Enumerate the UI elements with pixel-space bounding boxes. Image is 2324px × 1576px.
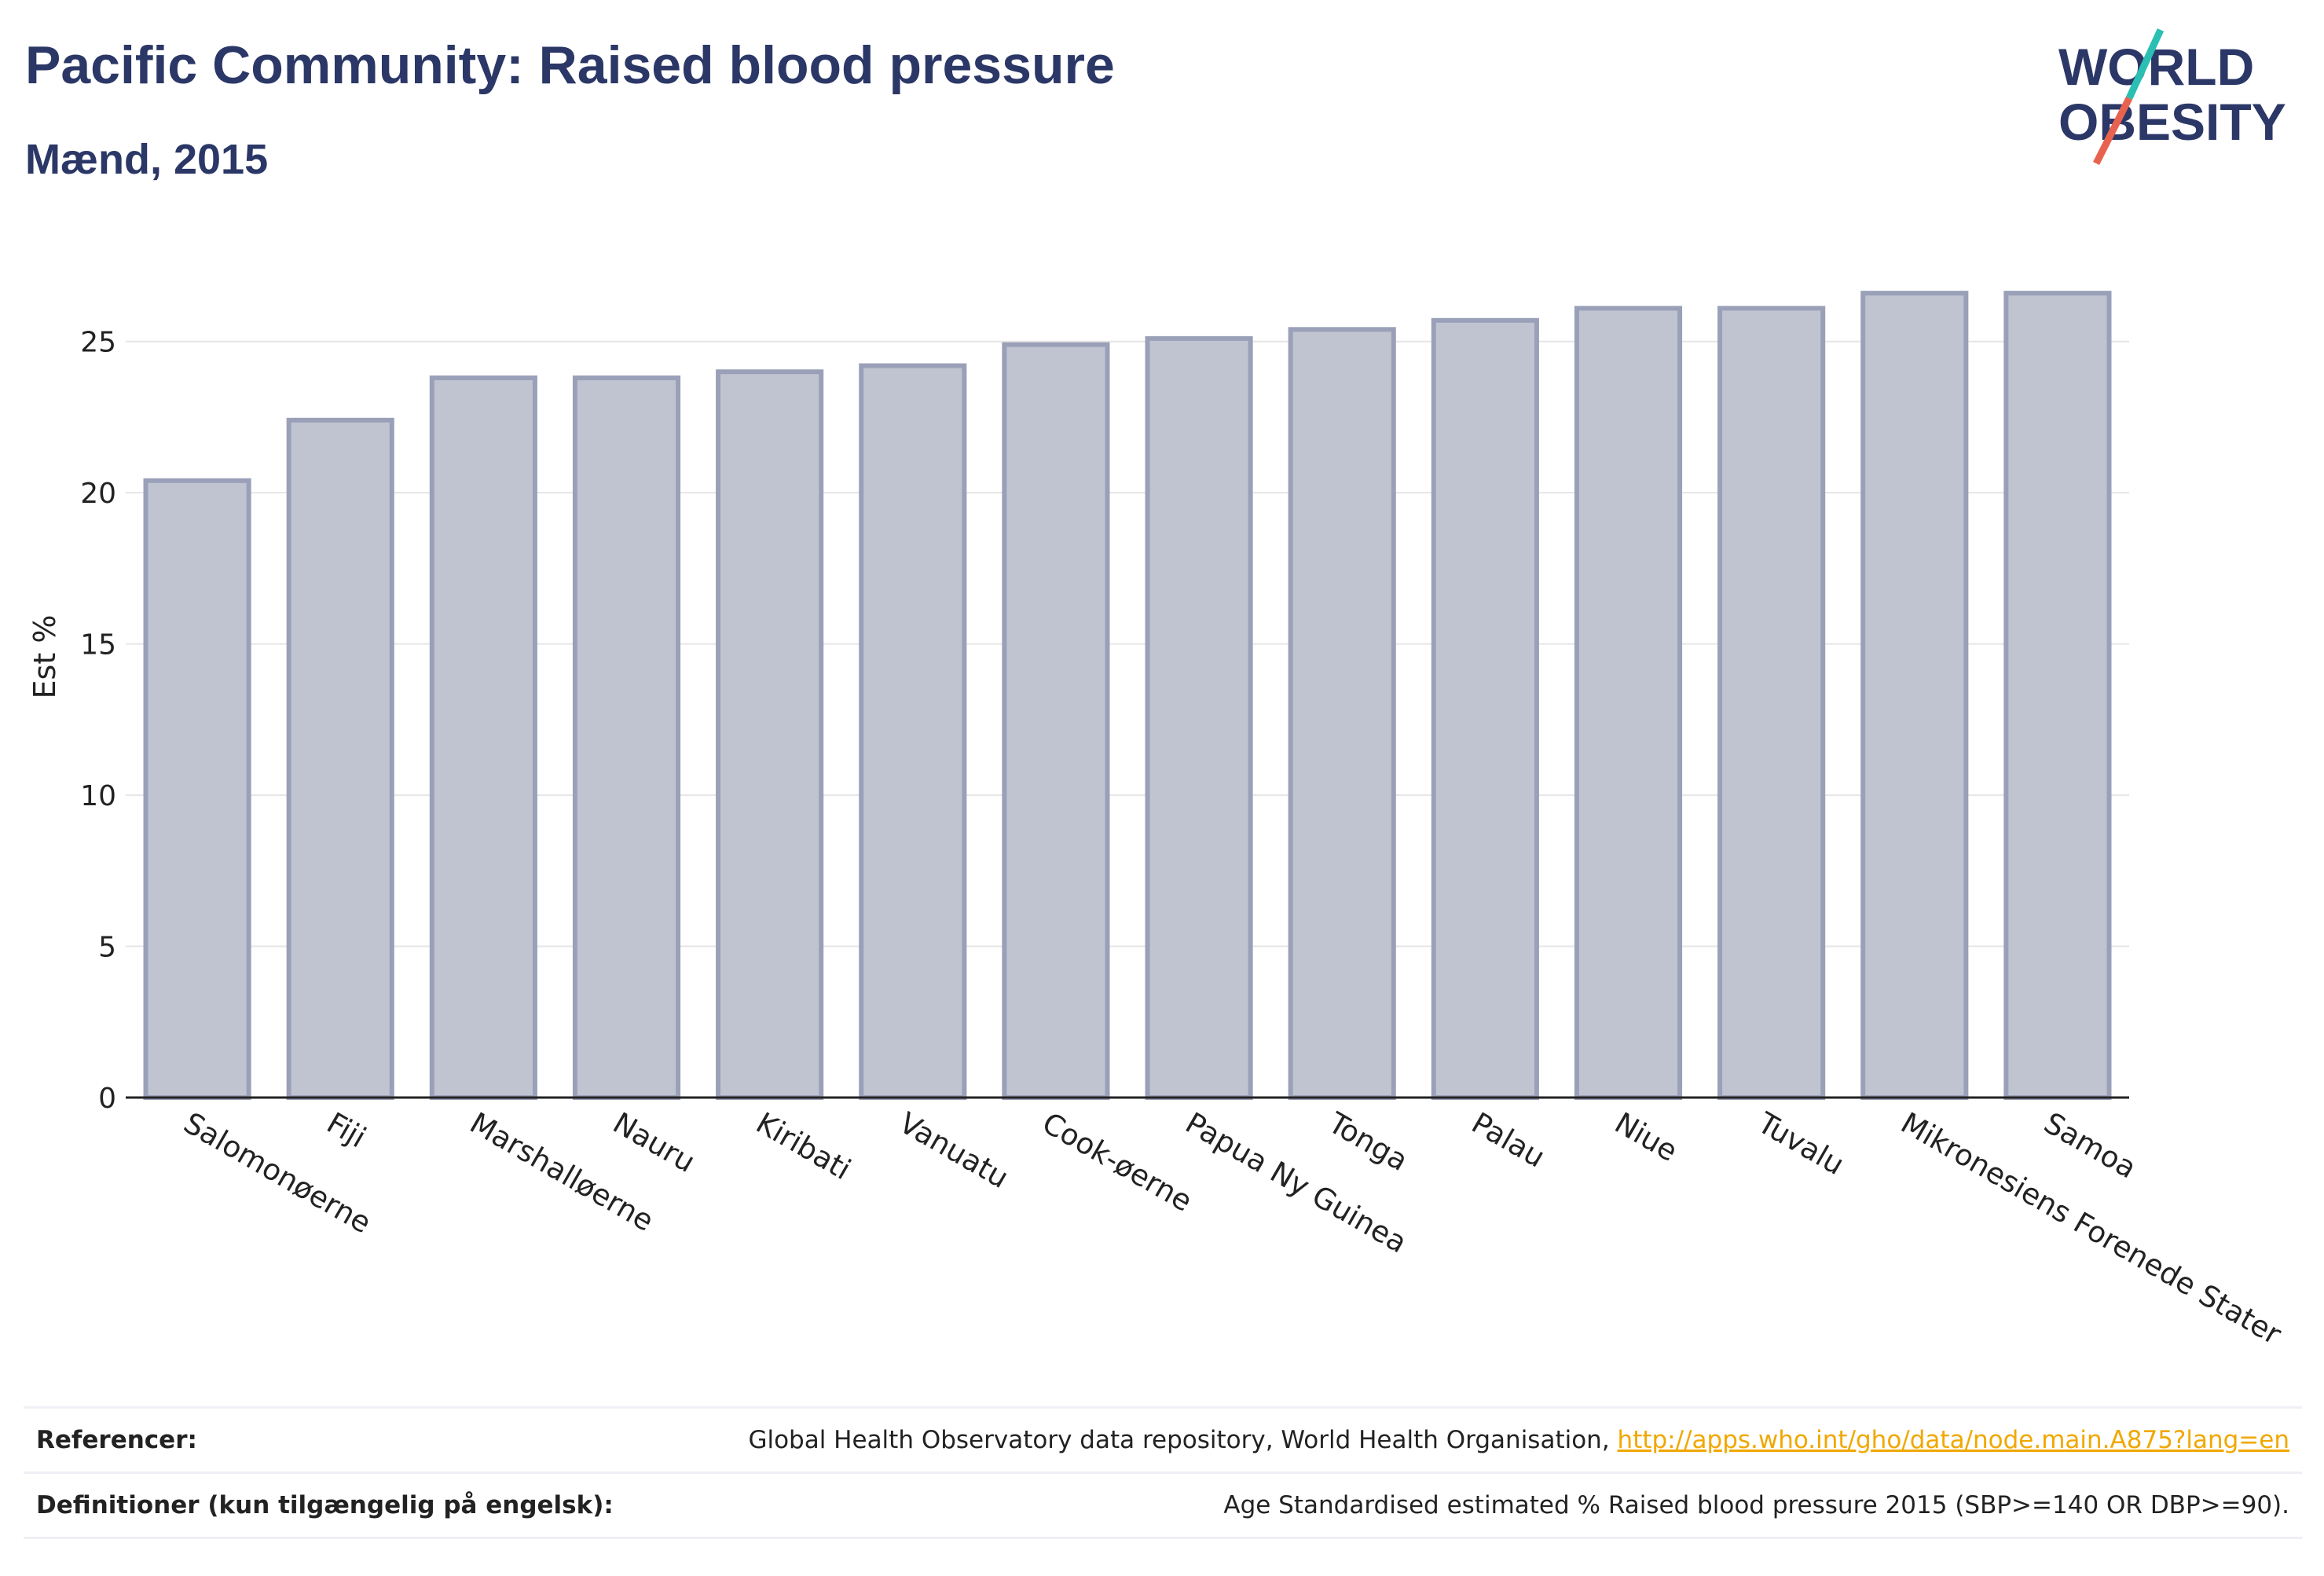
chart-subtitle: Mænd, 2015 <box>25 136 269 183</box>
x-tick-label: Niue <box>1609 1106 1683 1168</box>
world-obesity-logo: WORLD OBESITY <box>2058 28 2286 166</box>
x-tick-label: Nauru <box>607 1106 701 1179</box>
grid-lines <box>126 340 2129 947</box>
definitions-label: Definitioner (kun tilgængelig på engelsk… <box>36 1491 614 1519</box>
y-tick-label: 20 <box>80 478 116 510</box>
x-tick-label: Tonga <box>1322 1105 1413 1178</box>
references-value: Global Health Observatory data repositor… <box>748 1426 2302 1454</box>
bar <box>429 375 537 1101</box>
bar <box>1574 306 1683 1100</box>
bar <box>1288 327 1396 1100</box>
bar <box>1717 306 1826 1100</box>
bar <box>716 369 824 1101</box>
reference-table: Referencer: Global Health Observatory da… <box>24 1406 2302 1539</box>
x-tick-label: Samoa <box>2038 1106 2142 1186</box>
references-row: Referencer: Global Health Observatory da… <box>24 1406 2302 1472</box>
bars <box>143 291 2112 1101</box>
bar <box>2003 291 2112 1100</box>
references-label: Referencer: <box>36 1426 197 1454</box>
definitions-text: Age Standardised estimated % Raised bloo… <box>1223 1491 2289 1519</box>
logo-line2: OBESITY <box>2058 93 2286 151</box>
y-tick-label: 10 <box>80 780 116 812</box>
definitions-row: Definitioner (kun tilgængelig på engelsk… <box>24 1472 2302 1539</box>
bar <box>286 417 394 1100</box>
x-tick-label: Cook-øerne <box>1036 1106 1197 1219</box>
bar <box>1145 335 1253 1100</box>
y-tick-label: 0 <box>98 1083 116 1115</box>
y-tick-label: 5 <box>98 932 116 964</box>
bar <box>143 478 251 1100</box>
x-tick-label: Tuvalu <box>1751 1105 1849 1182</box>
bar <box>859 363 967 1100</box>
chart-title: Pacific Community: Raised blood pressure <box>25 35 1115 95</box>
references-text: Global Health Observatory data repositor… <box>748 1426 1618 1454</box>
bar <box>1431 317 1539 1100</box>
x-tick-label: Kiribati <box>750 1106 856 1187</box>
y-tick-label: 25 <box>80 327 116 359</box>
x-tick-label: Palau <box>1466 1106 1551 1175</box>
x-tick-label: Vanuatu <box>893 1106 1014 1196</box>
logo-slash-coral <box>2092 96 2133 166</box>
bar <box>572 375 681 1101</box>
y-tick-label: 15 <box>80 629 116 662</box>
logo-slash-teal <box>2125 28 2165 100</box>
x-tick-label: Fiji <box>321 1106 372 1155</box>
bar <box>1860 291 1969 1100</box>
bar <box>1002 342 1110 1100</box>
references-link[interactable]: http://apps.who.int/gho/data/node.main.A… <box>1617 1426 2289 1454</box>
y-axis-label: Est % <box>27 615 62 699</box>
